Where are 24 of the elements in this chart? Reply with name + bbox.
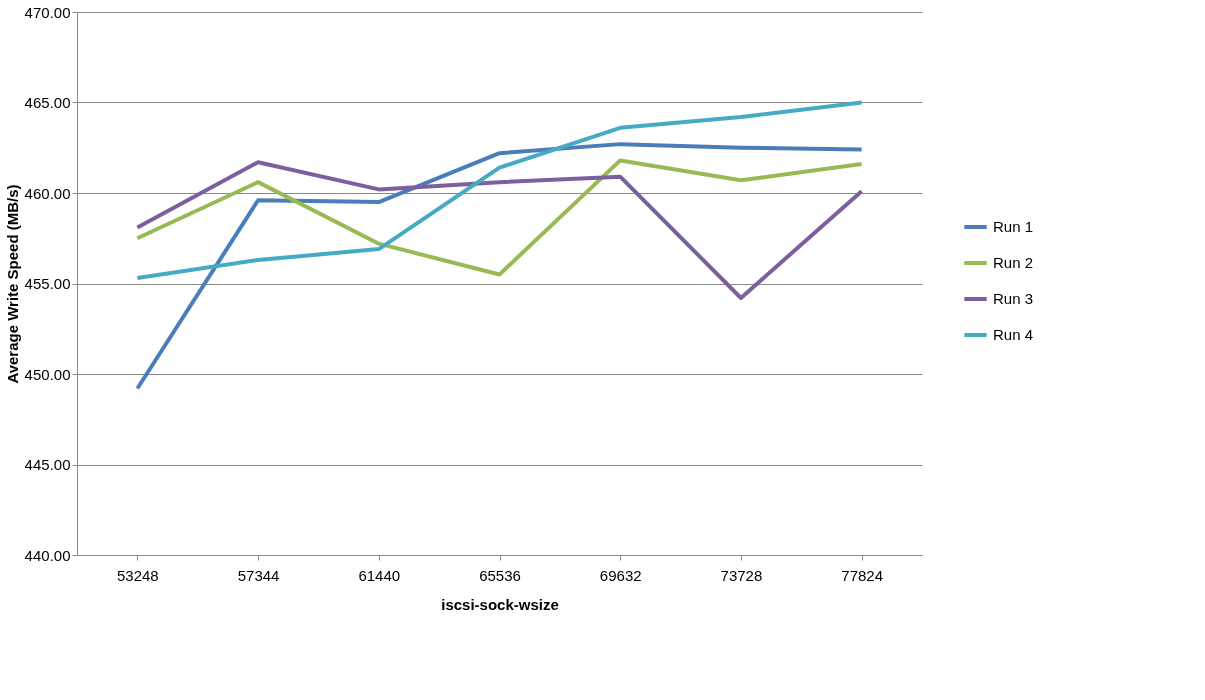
x-tick-label: 69632 <box>599 566 642 584</box>
y-tick-label: 450.00 <box>24 365 71 383</box>
y-tick-label: 470.00 <box>24 3 71 21</box>
x-tick-label: 57344 <box>237 566 280 584</box>
y-tick-label: 445.00 <box>24 456 71 473</box>
y-tick-label: 460.00 <box>24 184 71 202</box>
line-series <box>135 160 864 300</box>
x-tick-label: 65536 <box>479 566 521 584</box>
x-axis-title: iscsi-sock-wsize <box>441 595 559 613</box>
y-tick-label: 440.00 <box>24 546 71 564</box>
line-series <box>135 142 864 391</box>
y-tick-label: 465.00 <box>24 94 71 111</box>
y-axis-title: Average Write Speed (MB/s) <box>3 184 21 384</box>
legend-label: Run 2 <box>993 254 1034 271</box>
x-tick-label: 53248 <box>117 566 159 584</box>
x-tick-label: 73728 <box>720 566 763 584</box>
line-series <box>135 158 864 277</box>
y-tick-label: 455.00 <box>24 275 71 292</box>
x-tick-label: 77824 <box>841 566 883 584</box>
x-tick-label: 61440 <box>358 566 401 584</box>
legend-label: Run 1 <box>993 218 1034 235</box>
legend-label: Run 4 <box>993 326 1034 343</box>
line-series <box>135 100 864 281</box>
legend-label: Run 3 <box>993 290 1034 307</box>
